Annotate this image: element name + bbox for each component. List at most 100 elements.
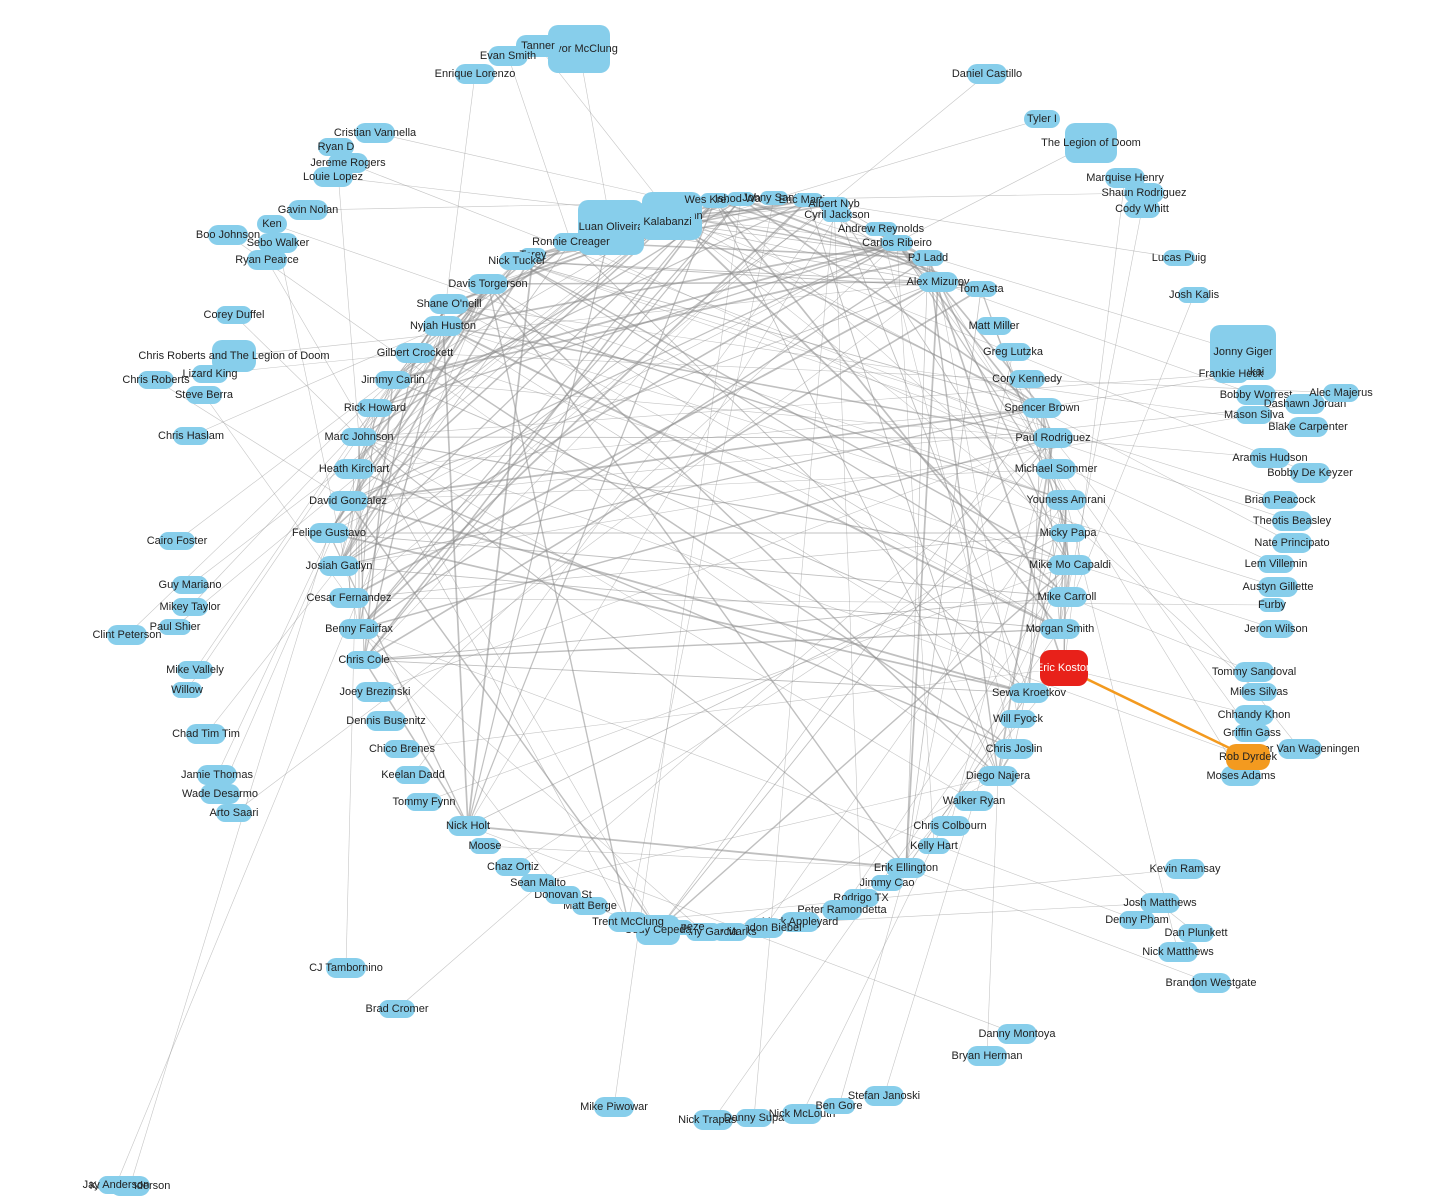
- node-guy-mariano[interactable]: Guy Mariano: [172, 576, 208, 594]
- node-nate-principato[interactable]: Nate Principato: [1272, 533, 1312, 553]
- node-enrique-lorenzo[interactable]: Enrique Lorenzo: [455, 64, 495, 84]
- node-heath-kirchart[interactable]: Heath Kirchart: [334, 459, 374, 479]
- node-geiger-van-wageningen[interactable]: Geiger Van Wageningen: [1278, 739, 1322, 759]
- node-will-fyock[interactable]: Will Fyock: [1000, 710, 1036, 728]
- node-alex-mizurov[interactable]: Alex Mizurov: [918, 272, 958, 292]
- node-rob-dyrdek[interactable]: Rob Dyrdek: [1226, 744, 1270, 770]
- node-paul-rodriguez[interactable]: Paul Rodriguez: [1033, 428, 1073, 448]
- node-louie-lopez[interactable]: Louie Lopez: [313, 167, 353, 187]
- node-chico-brenes[interactable]: Chico Brenes: [384, 740, 420, 758]
- node-jay-anderson[interactable]: Jay Anderson: [98, 1176, 134, 1194]
- node-steve-berra[interactable]: Steve Berra: [186, 386, 222, 404]
- node-josh-matthews[interactable]: Josh Matthews: [1140, 893, 1180, 913]
- node-ronnie-creager[interactable]: Ronnie Creager: [553, 233, 589, 251]
- node-nick-trapasso[interactable]: Nick Trapasso: [693, 1110, 733, 1130]
- node-tommy-sandoval[interactable]: Tommy Sandoval: [1234, 662, 1274, 682]
- node-cristian-vannella[interactable]: Cristian Vannella: [355, 123, 395, 143]
- node-jeron-wilson[interactable]: Jeron Wilson: [1258, 620, 1294, 638]
- node-tommy-fynn[interactable]: Tommy Fynn: [406, 793, 442, 811]
- node-daniel-castillo[interactable]: Daniel Castillo: [967, 64, 1007, 84]
- node-griffin-gass[interactable]: Griffin Gass: [1234, 724, 1270, 742]
- node-rick-howard[interactable]: Rick Howard: [357, 399, 393, 417]
- node-nick-tucker[interactable]: Nick Tucker: [499, 252, 535, 270]
- node-tyler-i[interactable]: Tyler I: [1024, 110, 1060, 128]
- node-gilbert-crockett[interactable]: Gilbert Crockett: [395, 343, 435, 363]
- node-matt-miller[interactable]: Matt Miller: [976, 317, 1012, 335]
- node-mike-mo-capaldi[interactable]: Mike Mo Capaldi: [1048, 555, 1092, 575]
- node-trent-mcclung[interactable]: Trent McClung: [608, 912, 648, 932]
- node-brad-cromer[interactable]: Brad Cromer: [379, 1000, 415, 1018]
- node-spencer-brown[interactable]: Spencer Brown: [1022, 398, 1062, 418]
- node-the-legion-of-doom[interactable]: The Legion of Doom: [1065, 123, 1117, 163]
- node-lizard-king[interactable]: Lizard King: [192, 365, 228, 383]
- node-josiah-gatlyn[interactable]: Josiah Gatlyn: [319, 556, 359, 576]
- node-clint-peterson[interactable]: Clint Peterson: [107, 625, 147, 645]
- node-carlos-ribeiro[interactable]: Carlos Ribeiro: [881, 235, 913, 251]
- node-brian-peacock[interactable]: Brian Peacock: [1262, 491, 1298, 509]
- node-ryan-pearce[interactable]: Ryan Pearce: [247, 250, 287, 270]
- node-michael-sommer[interactable]: Michael Sommer: [1036, 459, 1076, 479]
- node-ben-gore[interactable]: Ben Gore: [823, 1098, 855, 1114]
- node-chad-tim-tim[interactable]: Chad Tim Tim: [186, 724, 226, 744]
- node-nick-holt[interactable]: Nick Holt: [448, 816, 488, 836]
- node-paul-shier[interactable]: Paul Shier: [159, 619, 191, 635]
- node-dashawn-jordan[interactable]: Dashawn Jordan: [1285, 394, 1325, 414]
- node-cairo-foster[interactable]: Cairo Foster: [159, 532, 195, 550]
- node-mason-silva[interactable]: Mason Silva: [1236, 406, 1272, 424]
- node-danny-montoya[interactable]: Danny Montoya: [997, 1024, 1037, 1044]
- node-willow[interactable]: Willow: [172, 682, 202, 698]
- node-benny-fairfax[interactable]: Benny Fairfax: [339, 619, 379, 639]
- node-wes-kremer[interactable]: Wes Kremer: [700, 193, 730, 208]
- node-youness-amrani[interactable]: Youness Amrani: [1046, 490, 1086, 510]
- node-chhandy-khon[interactable]: Chhandy Khon: [1234, 705, 1274, 725]
- node-shane-o-neill[interactable]: Shane O'neill: [429, 294, 469, 314]
- node-walker-ryan[interactable]: Walker Ryan: [954, 791, 994, 811]
- node-pj-ladd[interactable]: PJ Ladd: [912, 250, 944, 266]
- node-jimmy-carlin[interactable]: Jimmy Carlin: [375, 371, 411, 389]
- node-dan-plunkett[interactable]: Dan Plunkett: [1178, 924, 1214, 942]
- node-evan-smith[interactable]: Evan Smith: [488, 46, 528, 66]
- node-bryan-herman[interactable]: Bryan Herman: [967, 1046, 1007, 1066]
- node-bobby-de-keyzer[interactable]: Bobby De Keyzer: [1290, 463, 1330, 483]
- node-greg-lutzka[interactable]: Greg Lutzka: [995, 343, 1031, 361]
- node-gavin-nolan[interactable]: Gavin Nolan: [288, 200, 328, 220]
- node-alec-majerus[interactable]: Alec Majerus: [1323, 384, 1359, 402]
- node-mike-piwowar[interactable]: Mike Piwowar: [594, 1097, 634, 1117]
- node-moose[interactable]: Moose: [470, 838, 500, 854]
- node-jamie-thomas[interactable]: Jamie Thomas: [197, 765, 237, 785]
- node-brandon-biebel[interactable]: Brandon Biebel: [744, 918, 784, 938]
- node-davis-torgerson[interactable]: Davis Torgerson: [468, 274, 508, 294]
- node-lucas-puig[interactable]: Lucas Puig: [1163, 250, 1195, 266]
- node-johny-santia[interactable]: Johny Santia: [760, 191, 788, 205]
- node-nick-mclouth[interactable]: Nick McLouth: [782, 1104, 822, 1124]
- node-eric-koston[interactable]: Eric Koston: [1040, 650, 1088, 686]
- node-chris-colbourn[interactable]: Chris Colbourn: [930, 816, 970, 836]
- node-miles-silvas[interactable]: Miles Silvas: [1241, 683, 1277, 701]
- node-corey-duffel[interactable]: Corey Duffel: [216, 306, 252, 324]
- node-keelan-dadd[interactable]: Keelan Dadd: [395, 766, 431, 784]
- node-kalabanzi[interactable]: Kalabanzi: [640, 205, 695, 240]
- node-marc-johnson[interactable]: Marc Johnson: [341, 428, 377, 446]
- node-mike-carroll[interactable]: Mike Carroll: [1047, 587, 1087, 607]
- node-luan-oliveira[interactable]: Luan Oliveira: [578, 200, 644, 255]
- node-cj-tambornino[interactable]: CJ Tambornino: [326, 958, 366, 978]
- node-chris-roberts[interactable]: Chris Roberts: [138, 371, 174, 389]
- node-andrew-reynolds[interactable]: Andrew Reynolds: [865, 222, 897, 236]
- node-diego-najera[interactable]: Diego Najera: [978, 766, 1018, 786]
- node-stefan-janoski[interactable]: Stefan Janoski: [864, 1086, 904, 1106]
- node-ishod-wair[interactable]: Ishod Wair: [727, 192, 755, 206]
- node-tom-asta[interactable]: Tom Asta: [965, 281, 997, 297]
- node-nyjah-huston[interactable]: Nyjah Huston: [423, 316, 463, 336]
- node-boo-johnson[interactable]: Boo Johnson: [208, 225, 248, 245]
- node-david-gonzalez[interactable]: David Gonzalez: [328, 491, 368, 511]
- node-mark-appleyard[interactable]: Mark Appleyard: [780, 912, 820, 932]
- node-bobby-worrest[interactable]: Bobby Worrest: [1236, 385, 1276, 405]
- node-brandon-westgate[interactable]: Brandon Westgate: [1191, 973, 1231, 993]
- node-sean-malto[interactable]: Sean Malto: [520, 874, 556, 892]
- node-morgan-smith[interactable]: Morgan Smith: [1040, 619, 1080, 639]
- node-joey-brezinski[interactable]: Joey Brezinski: [355, 682, 395, 702]
- node-ken[interactable]: Ken: [257, 215, 287, 233]
- node-mikey-taylor[interactable]: Mikey Taylor: [172, 598, 208, 616]
- node-theotis-beasley[interactable]: Theotis Beasley: [1272, 511, 1312, 531]
- node-arto-saari[interactable]: Arto Saari: [216, 804, 252, 822]
